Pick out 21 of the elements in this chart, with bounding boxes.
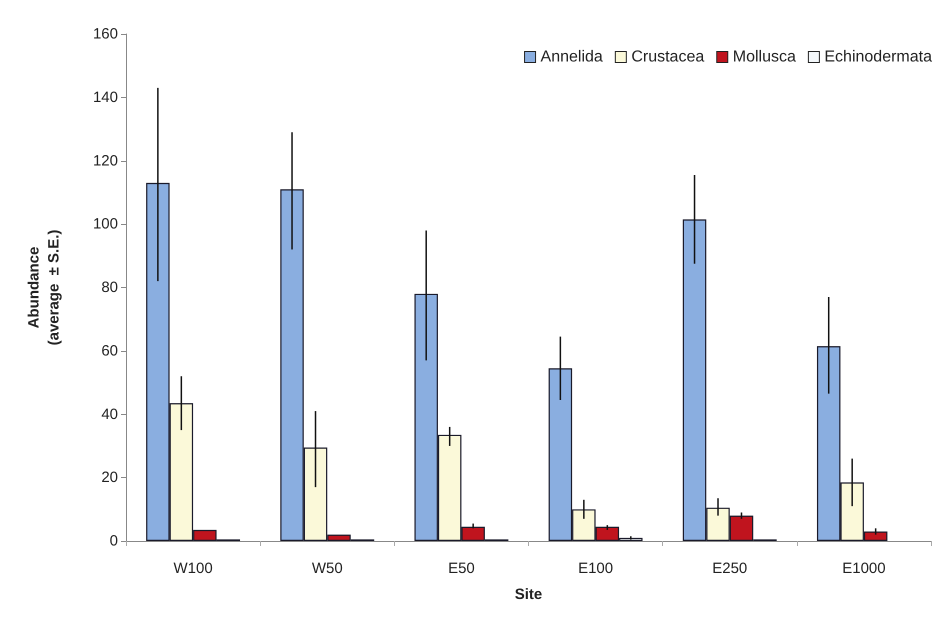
y-tick-label: 60 (101, 342, 118, 360)
y-tick-label: 140 (92, 88, 118, 106)
y-tick-label: 120 (92, 152, 118, 170)
y-tick-label: 20 (101, 469, 118, 486)
legend-label: Mollusca (732, 48, 796, 66)
y-tick-label: 0 (110, 532, 118, 550)
legend-label: Annelida (540, 48, 603, 66)
x-tick-label: E50 (448, 560, 475, 577)
y-tick-label: 100 (92, 216, 118, 233)
x-tick-label: W50 (312, 560, 343, 577)
legend-label: Echinodermata (824, 48, 932, 66)
y-axis-title: Abundance (average ± S.E.) (26, 230, 62, 346)
x-axis-title: Site (514, 586, 542, 603)
x-tick-label: E1000 (842, 560, 886, 577)
y-tick-label: 160 (92, 26, 118, 42)
y-tick-label: 40 (101, 406, 118, 423)
y-tick-label: 80 (101, 279, 118, 296)
x-tick-label: W100 (173, 560, 213, 577)
x-tick-label: E100 (578, 560, 614, 577)
legend-label: Crustacea (631, 48, 704, 66)
x-tick-label: E250 (712, 560, 748, 577)
